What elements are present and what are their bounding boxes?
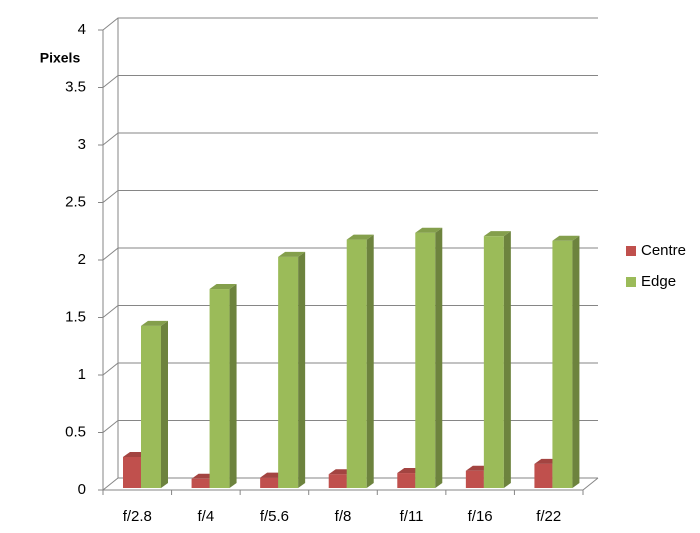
bar-top	[346, 234, 374, 240]
y-tick-label: 2.5	[65, 193, 86, 210]
bar-side	[503, 231, 511, 488]
bar-front	[191, 478, 210, 488]
bar	[141, 320, 168, 488]
x-tick-label: f/22	[536, 508, 561, 525]
bar-side	[435, 227, 443, 488]
legend-label: Edge	[641, 273, 676, 290]
bar	[278, 251, 306, 488]
bar-front	[534, 463, 553, 488]
legend-swatch	[626, 277, 636, 287]
y-tick-label: 3	[78, 136, 86, 153]
grid-line	[102, 190, 598, 203]
x-tick-label: f/2.8	[123, 508, 152, 525]
bar-top	[552, 235, 580, 241]
grid-line	[102, 75, 598, 88]
bar	[483, 231, 511, 488]
bar-top	[415, 227, 443, 233]
x-tick-label: f/11	[400, 508, 424, 525]
y-tick-label: 4	[78, 21, 86, 38]
y-tick-label: 0	[78, 481, 86, 498]
bar-front	[346, 239, 367, 488]
bar-front	[278, 256, 299, 488]
bar-front	[209, 289, 230, 488]
bar-top	[209, 284, 237, 290]
bar-top	[483, 231, 511, 237]
y-tick-label: 1.5	[65, 308, 86, 325]
bar-top	[278, 251, 306, 257]
legend-swatch	[626, 246, 636, 256]
bar	[346, 234, 374, 488]
bar-front	[465, 470, 484, 488]
y-tick-label: 0.5	[65, 423, 86, 440]
bar-front	[123, 456, 141, 488]
bar-side	[298, 251, 306, 488]
bar-top	[141, 320, 168, 326]
grid-line	[102, 17, 598, 31]
x-tick-label: f/16	[468, 508, 493, 525]
legend-label: Centre	[641, 242, 686, 259]
x-tick-label: f/5.6	[260, 508, 289, 525]
x-tick-label: f/8	[335, 508, 352, 525]
grid-line	[102, 132, 598, 146]
bar-side	[366, 234, 374, 488]
bar-front	[141, 325, 161, 488]
y-tick-label: 1	[78, 366, 86, 383]
bar-front	[552, 240, 573, 488]
bar-side	[229, 284, 237, 488]
y-axis-title: Pixels	[40, 50, 81, 66]
bar-side	[572, 235, 580, 488]
bar-front	[483, 236, 504, 488]
x-tick-label: f/4	[198, 508, 215, 525]
bar	[552, 235, 580, 488]
bar-front	[328, 474, 347, 488]
bar	[415, 227, 443, 488]
y-tick-label: 3.5	[65, 78, 86, 95]
bar-front	[415, 232, 436, 488]
bar-side	[161, 320, 168, 488]
bar	[209, 284, 237, 488]
bar-front	[397, 473, 416, 488]
bar-front	[260, 477, 279, 488]
y-tick-label: 2	[78, 251, 86, 268]
